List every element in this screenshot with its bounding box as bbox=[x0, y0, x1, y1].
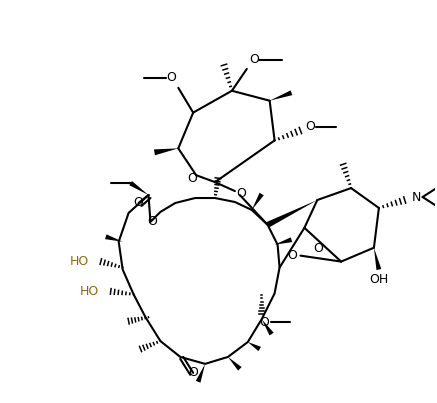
Text: O: O bbox=[148, 215, 157, 229]
Polygon shape bbox=[374, 248, 382, 270]
Polygon shape bbox=[248, 342, 261, 351]
Polygon shape bbox=[228, 357, 242, 371]
Polygon shape bbox=[196, 364, 205, 383]
Polygon shape bbox=[262, 319, 274, 335]
Polygon shape bbox=[274, 237, 292, 245]
Polygon shape bbox=[129, 181, 149, 195]
Polygon shape bbox=[270, 90, 292, 101]
Text: O: O bbox=[305, 120, 316, 133]
Text: HO: HO bbox=[80, 285, 99, 298]
Text: N: N bbox=[412, 191, 421, 204]
Text: O: O bbox=[260, 316, 270, 329]
Text: OH: OH bbox=[369, 273, 388, 286]
Text: O: O bbox=[236, 187, 246, 199]
Text: O: O bbox=[166, 71, 176, 84]
Polygon shape bbox=[105, 235, 123, 242]
Text: O: O bbox=[288, 249, 298, 262]
Text: O: O bbox=[187, 172, 197, 185]
Text: O: O bbox=[188, 366, 198, 379]
Polygon shape bbox=[266, 200, 317, 228]
Polygon shape bbox=[154, 148, 178, 155]
Text: O: O bbox=[134, 197, 143, 210]
Text: O: O bbox=[249, 54, 259, 66]
Polygon shape bbox=[252, 193, 264, 210]
Text: O: O bbox=[313, 242, 323, 255]
Text: HO: HO bbox=[69, 255, 89, 268]
